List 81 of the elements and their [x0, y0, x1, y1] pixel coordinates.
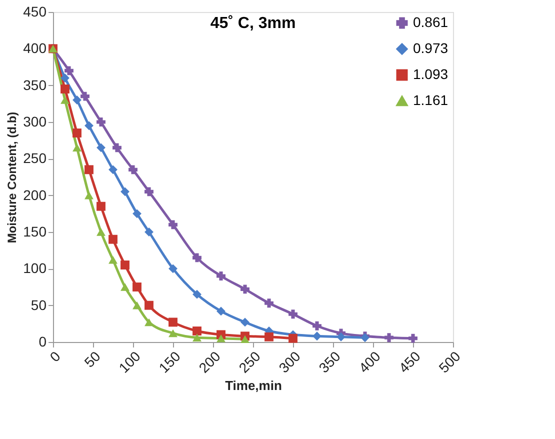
point — [108, 234, 118, 244]
point — [144, 228, 154, 236]
x-tick-label: 0 — [46, 348, 64, 365]
point — [128, 165, 138, 174]
point — [60, 74, 70, 82]
point — [132, 209, 142, 218]
legend-label: 0.973 — [413, 40, 448, 56]
point — [132, 282, 142, 292]
point — [384, 333, 394, 342]
x-tick-label: 350 — [316, 348, 344, 376]
point — [264, 332, 274, 342]
point — [108, 165, 118, 174]
point — [120, 260, 130, 270]
y-tick-label: 250 — [23, 150, 47, 166]
y-axis-title: Moisture Content, (d.b) — [5, 112, 20, 244]
point — [264, 298, 274, 308]
x-tick-label: 150 — [156, 348, 184, 376]
point — [168, 220, 178, 230]
point — [288, 334, 298, 343]
point — [84, 191, 94, 200]
x-tick-label: 400 — [356, 348, 384, 376]
point — [120, 283, 130, 291]
x-axis-title: Time,min — [225, 378, 282, 393]
x-tick-label: 200 — [196, 348, 224, 376]
point — [408, 334, 418, 343]
point — [132, 301, 142, 310]
point — [192, 326, 202, 336]
point — [312, 321, 322, 330]
point — [108, 256, 118, 264]
chart-title: 45˚ C, 3mm — [210, 15, 296, 32]
point — [168, 264, 178, 274]
y-tick-label: 450 — [23, 4, 47, 20]
point — [72, 128, 82, 138]
point — [312, 332, 322, 341]
point — [168, 318, 178, 327]
point — [64, 66, 74, 76]
y-tick-label: 200 — [23, 186, 47, 203]
point — [112, 143, 122, 152]
legend-label: 1.093 — [413, 66, 448, 82]
point — [120, 187, 130, 196]
point — [96, 202, 106, 211]
point — [96, 118, 106, 126]
point — [72, 144, 82, 152]
x-tick-label: 250 — [236, 348, 264, 376]
point — [80, 92, 90, 101]
y-tick-label: 0 — [38, 334, 47, 350]
point — [60, 84, 70, 94]
legend-label: 0.861 — [413, 14, 448, 30]
point — [84, 121, 94, 130]
x-tick-label: 300 — [276, 348, 304, 376]
legend-label: 1.161 — [413, 92, 448, 108]
point — [96, 143, 106, 152]
x-tick-label: 100 — [116, 348, 144, 376]
y-tick-label: 150 — [23, 224, 47, 240]
point — [168, 329, 178, 338]
point — [84, 165, 94, 174]
point — [288, 310, 298, 319]
point — [216, 272, 226, 280]
point — [336, 332, 346, 342]
point — [216, 306, 226, 316]
x-tick-label: 450 — [396, 348, 424, 376]
y-tick-label: 400 — [23, 40, 47, 56]
y-tick-label: 100 — [23, 260, 47, 276]
point — [144, 187, 154, 196]
x-tick-label: 50 — [81, 348, 104, 370]
point — [144, 318, 154, 326]
point — [240, 335, 250, 343]
point — [144, 300, 154, 310]
y-tick-label: 50 — [30, 296, 47, 313]
point — [72, 96, 82, 104]
point — [240, 318, 250, 327]
point — [192, 334, 202, 342]
point — [240, 284, 250, 294]
point — [216, 334, 226, 342]
point — [60, 96, 70, 104]
point — [192, 290, 202, 299]
point — [96, 228, 106, 236]
x-tick-label: 500 — [436, 348, 464, 376]
y-tick-label: 300 — [23, 114, 47, 130]
y-tick-label: 350 — [23, 76, 47, 93]
point — [192, 253, 202, 262]
